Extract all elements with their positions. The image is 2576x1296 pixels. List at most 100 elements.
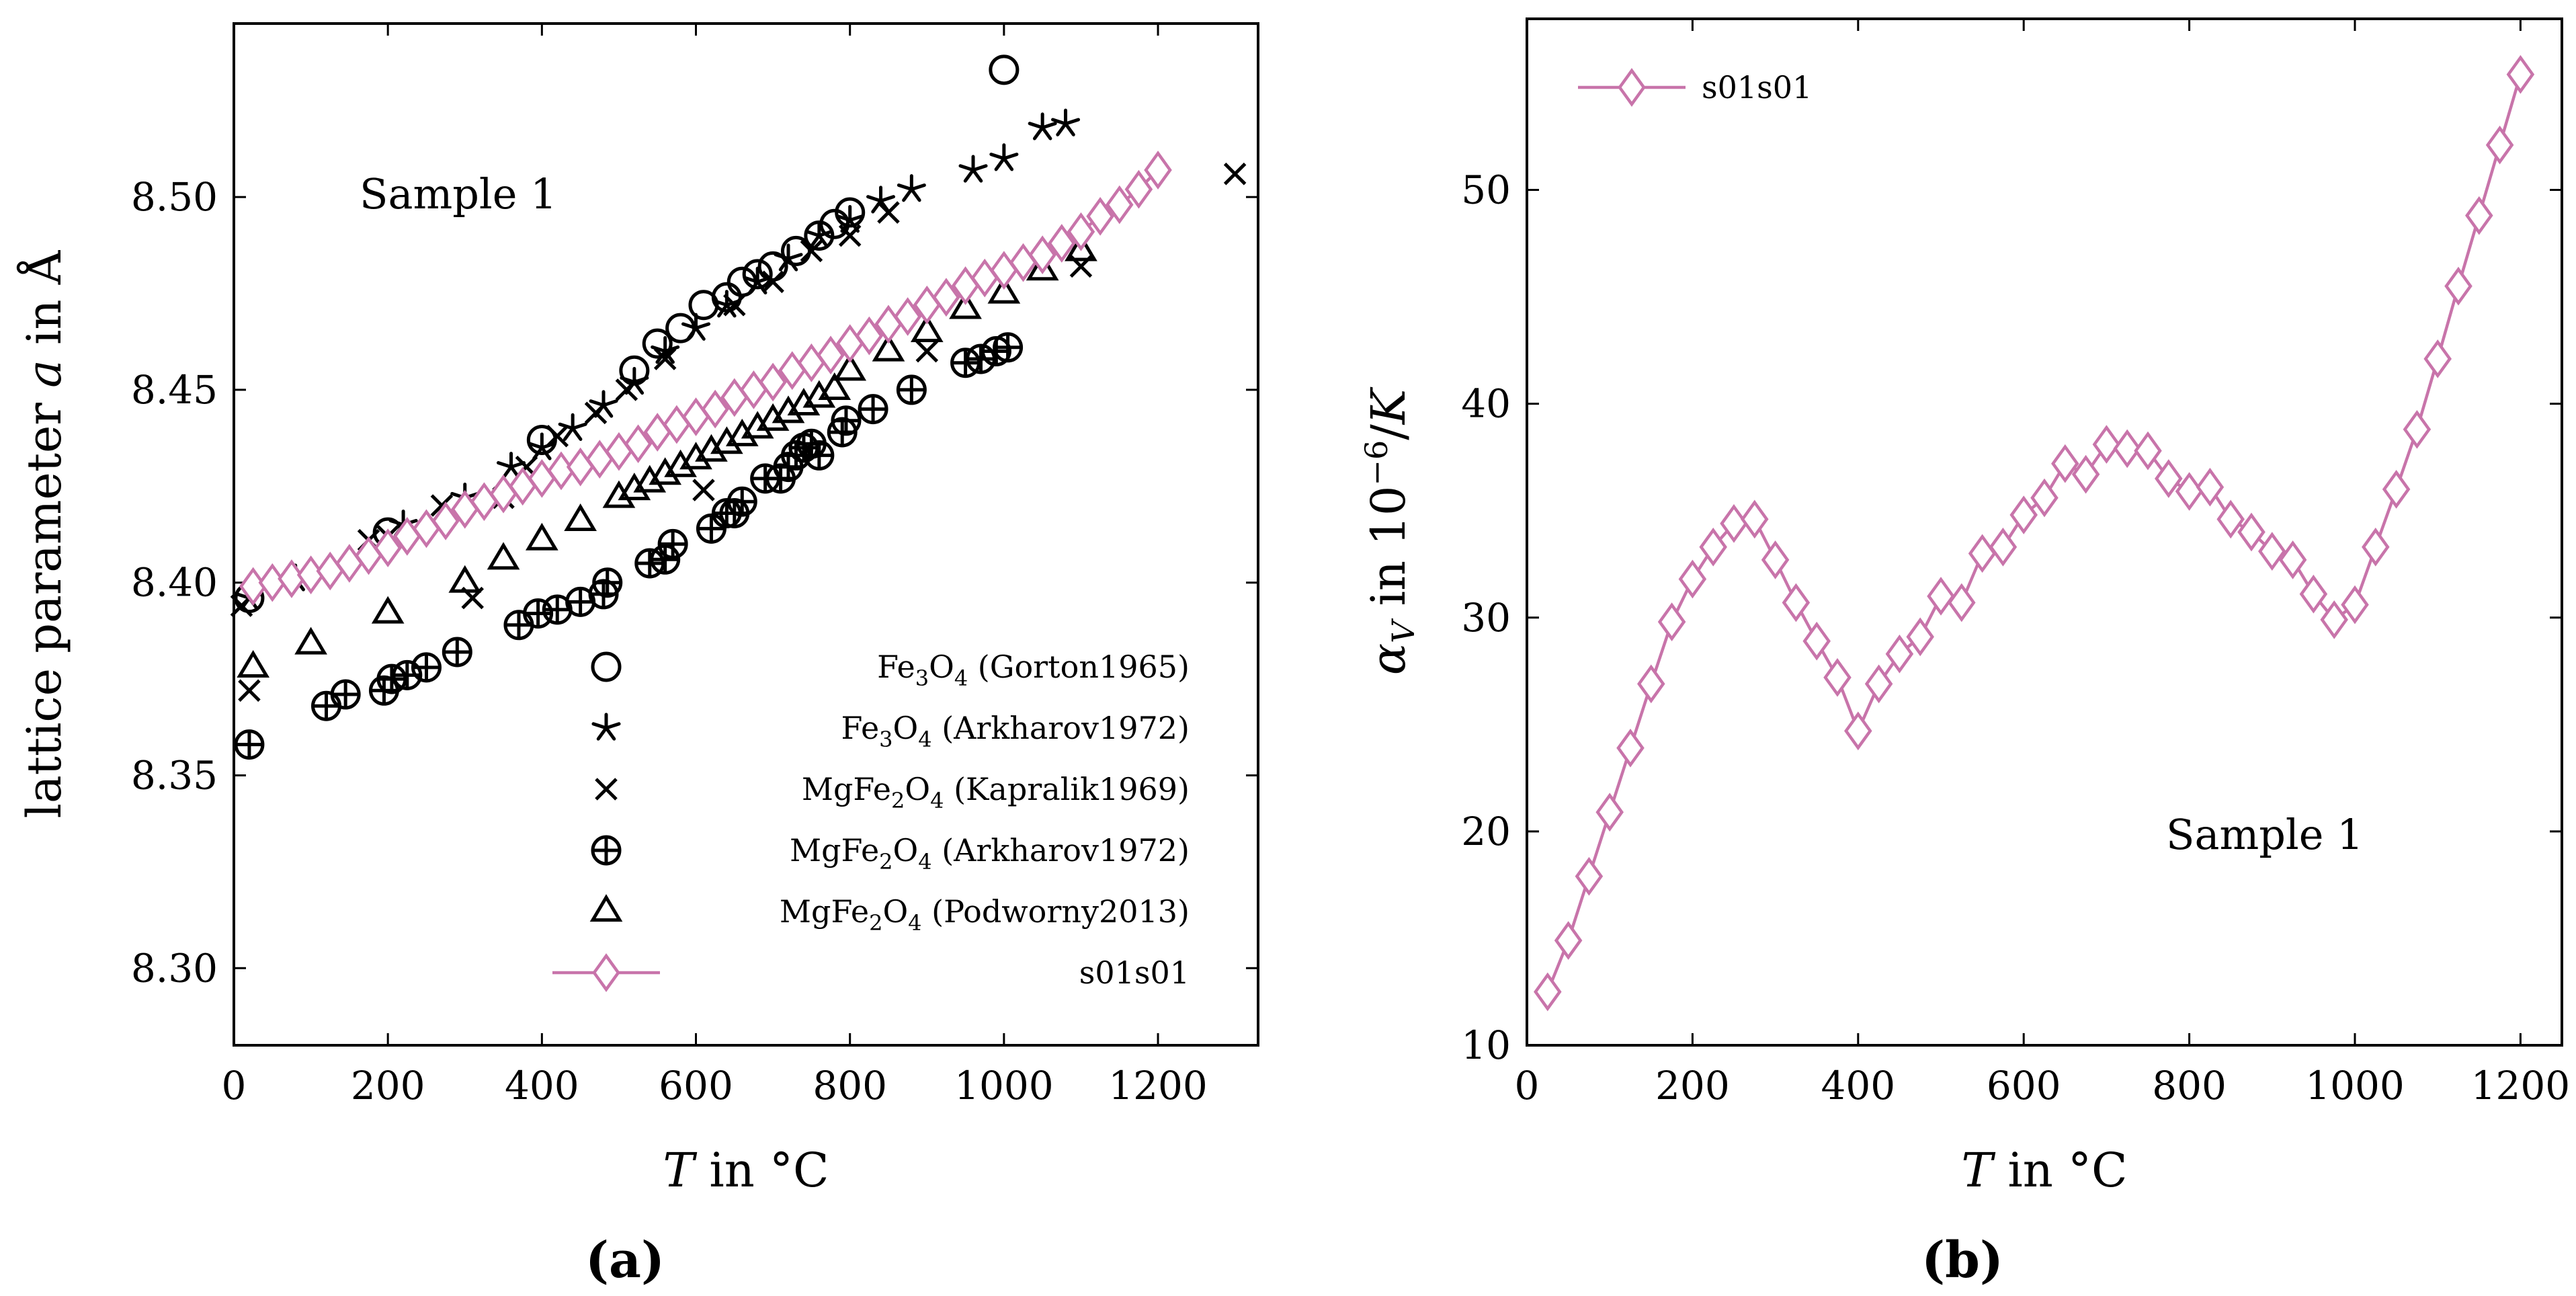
data-point	[893, 297, 922, 336]
data-point	[294, 626, 327, 655]
chart-panel-a: 0 200 400 600 800 1000 1200 8.30 8.35 8.40 8.45 8.5…	[17, 22, 1259, 1289]
data-point	[872, 333, 905, 362]
data-point	[1144, 151, 1172, 190]
data-point	[958, 155, 988, 183]
data-point	[591, 713, 621, 741]
data-point	[487, 542, 520, 570]
data-point	[774, 243, 803, 272]
data-point	[725, 418, 759, 446]
data-point	[1048, 224, 1076, 263]
legend-entry: MgFe2O4 (Kapralik1969)	[595, 771, 1190, 813]
legend-entry: s01s01	[552, 953, 1190, 992]
data-point	[838, 224, 862, 247]
marker-cross	[898, 376, 925, 403]
data-point	[1086, 196, 1114, 236]
data-point	[2113, 429, 2141, 469]
data-point	[2216, 499, 2245, 539]
data-point	[759, 362, 787, 402]
data-point	[1741, 499, 1769, 539]
data-point	[2465, 196, 2493, 235]
data-point	[615, 378, 638, 401]
legend-label: Fe3O4 (Arkharov1972)	[841, 710, 1190, 752]
data-point	[1051, 108, 1081, 136]
data-point	[1575, 856, 1604, 896]
x-tick-label: 200	[1655, 1063, 1730, 1108]
series-5	[239, 151, 1172, 606]
y-axis-label: lattice parameter a in Å	[17, 249, 72, 818]
data-point	[2196, 467, 2225, 507]
data-point	[681, 313, 711, 341]
data-point	[897, 174, 926, 202]
data-point	[584, 401, 608, 425]
data-point	[448, 565, 482, 593]
legend-entry: MgFe2O4 (Arkharov1972)	[591, 832, 1190, 875]
data-point	[1028, 235, 1056, 275]
sample-annotation: Sample 1	[2166, 810, 2364, 859]
x-axis-label: T in °C	[663, 1143, 829, 1198]
legend-label: s01s01	[1702, 69, 1812, 106]
series-4	[237, 233, 1097, 678]
data-point	[592, 953, 620, 992]
y-axis-label: αV in 10−6/K	[1358, 387, 1421, 675]
data-point	[896, 374, 927, 405]
data-point	[442, 637, 472, 667]
marker-cross	[378, 665, 405, 693]
data-point	[835, 197, 866, 228]
legend-label: Fe3O4 (Gorton1965)	[877, 649, 1190, 691]
marker-cross	[567, 588, 594, 616]
panel-label-a: (a)	[585, 1231, 665, 1289]
marker-cross	[593, 569, 621, 596]
data-point	[1989, 527, 2018, 567]
data-point	[2134, 431, 2162, 471]
data-point	[696, 513, 726, 544]
data-point	[589, 390, 618, 418]
marker-cross	[952, 349, 979, 376]
data-point	[1105, 185, 1134, 225]
data-point	[2071, 454, 2100, 494]
data-point	[692, 479, 715, 501]
sample-annotation: Sample 1	[360, 169, 557, 218]
marker-cross	[636, 550, 663, 577]
data-point	[1782, 583, 1811, 622]
data-point	[618, 473, 651, 501]
data-point	[234, 729, 265, 760]
y-tick-label: 30	[1461, 595, 1511, 641]
data-point	[2030, 478, 2059, 518]
data-point	[1618, 68, 1646, 107]
data-point	[564, 503, 597, 532]
data-point	[591, 835, 622, 866]
x-tick-label: 800	[2152, 1063, 2227, 1108]
marker-cross	[505, 611, 532, 639]
chart-panel-b: 0 200 400 600 800 1000 1200 10 20 30 40 50 s01s01 Sam…	[1358, 17, 2570, 1289]
data-point	[877, 201, 900, 224]
series-0	[1534, 54, 2535, 1012]
legend: Fe3O4 (Gorton1965) Fe3O4 (Arkharov1972) Mg…	[552, 649, 1190, 992]
data-point	[1761, 540, 1790, 579]
x-tick-label: 400	[1821, 1063, 1895, 1108]
data-point	[1026, 253, 1059, 281]
data-point	[932, 278, 960, 317]
data-point	[993, 332, 1024, 363]
series-2	[230, 162, 1247, 702]
data-point	[1554, 921, 1583, 960]
data-point	[1124, 169, 1153, 209]
data-point	[2423, 339, 2452, 378]
marker-cross	[332, 681, 360, 708]
data-point	[1595, 793, 1624, 832]
data-point	[1028, 112, 1057, 140]
data-point	[1823, 657, 1852, 697]
data-point	[817, 335, 845, 375]
data-point	[710, 426, 743, 454]
marker-cross	[832, 407, 860, 434]
data-point	[595, 778, 618, 801]
data-point	[802, 380, 836, 408]
data-point	[965, 343, 996, 374]
data-point	[237, 649, 269, 678]
data-point	[2258, 532, 2286, 571]
data-point	[835, 205, 865, 233]
data-point	[620, 366, 649, 395]
data-point	[915, 339, 939, 363]
data-point	[546, 424, 569, 448]
data-point	[649, 457, 682, 485]
plot-frame	[233, 22, 1259, 1047]
